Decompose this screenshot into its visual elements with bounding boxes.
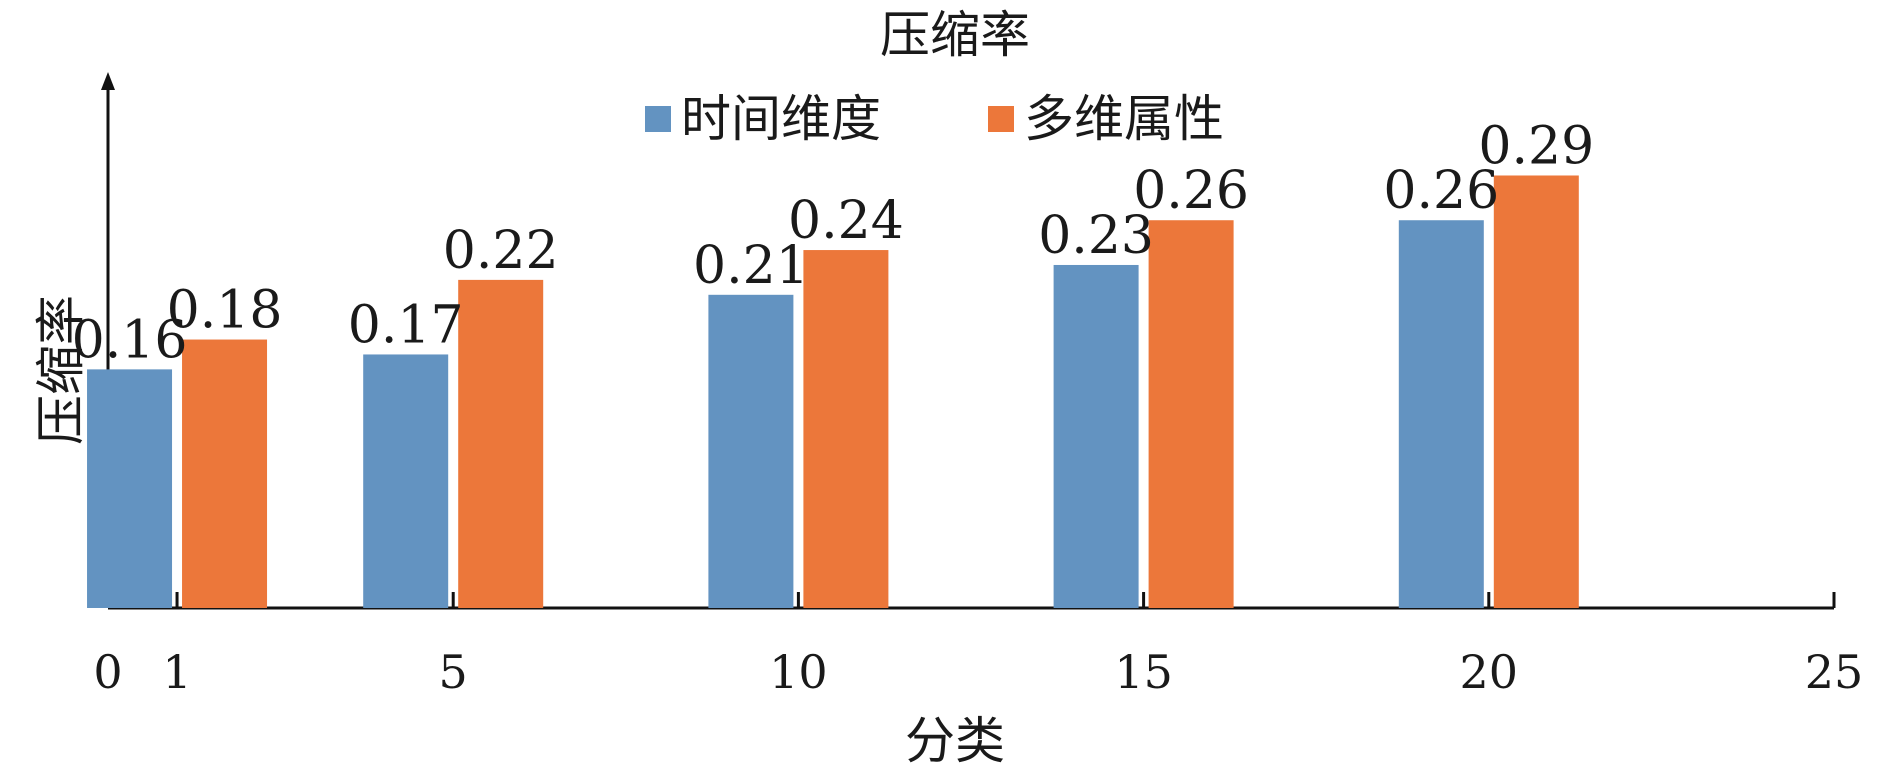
value-label-time-dimension-15: 0.23 [1038, 206, 1154, 266]
bar-multi-attribute-1 [182, 339, 268, 608]
bar-multi-attribute-15 [1148, 220, 1234, 608]
x-tick-label: 15 [1114, 645, 1173, 699]
bar-time-dimension-15 [1053, 264, 1139, 608]
value-label-time-dimension-1: 0.16 [72, 310, 188, 370]
x-tick-label: 0 [93, 645, 122, 699]
legend-swatch-time-dimension [645, 106, 671, 132]
value-label-multi-attribute-15: 0.26 [1133, 161, 1249, 221]
x-tick-label: 20 [1460, 645, 1519, 699]
value-labels: 0.160.18 0.170.22 0.210.24 0.230.26 0.260.29 [72, 116, 1595, 370]
x-axis-label: 分类 [905, 712, 1005, 770]
bar-multi-attribute-20 [1493, 175, 1579, 608]
value-label-time-dimension-5: 0.17 [348, 295, 464, 355]
value-label-multi-attribute-1: 0.18 [167, 281, 283, 341]
x-tick-label: 1 [162, 645, 191, 699]
value-label-time-dimension-10: 0.21 [693, 236, 809, 296]
value-label-multi-attribute-10: 0.24 [788, 191, 904, 251]
x-tick-label: 25 [1805, 645, 1864, 699]
value-label-multi-attribute-20: 0.29 [1478, 116, 1594, 176]
legend-swatch-multi-attribute [988, 106, 1014, 132]
bar-time-dimension-10 [708, 294, 794, 608]
y-axis-label: 压缩率 [32, 295, 90, 445]
bar-time-dimension-1 [87, 369, 173, 608]
chart-title: 压缩率 [880, 6, 1030, 64]
bar-time-dimension-20 [1398, 220, 1484, 608]
bar-multi-attribute-10 [803, 250, 889, 609]
bar-multi-attribute-5 [458, 279, 544, 608]
value-label-time-dimension-20: 0.26 [1383, 161, 1499, 221]
legend: 时间维度 多维属性 [645, 90, 1224, 148]
y-axis-arrow [101, 72, 115, 90]
bars [87, 175, 1579, 609]
bar-time-dimension-5 [363, 354, 449, 608]
x-tick-label: 10 [769, 645, 828, 699]
x-ticks: 0 1 5 10 15 20 25 [93, 592, 1863, 699]
x-tick-label: 5 [439, 645, 468, 699]
value-label-multi-attribute-5: 0.22 [443, 221, 559, 281]
legend-label-multi-attribute: 多维属性 [1024, 90, 1224, 148]
legend-label-time-dimension: 时间维度 [681, 90, 881, 148]
